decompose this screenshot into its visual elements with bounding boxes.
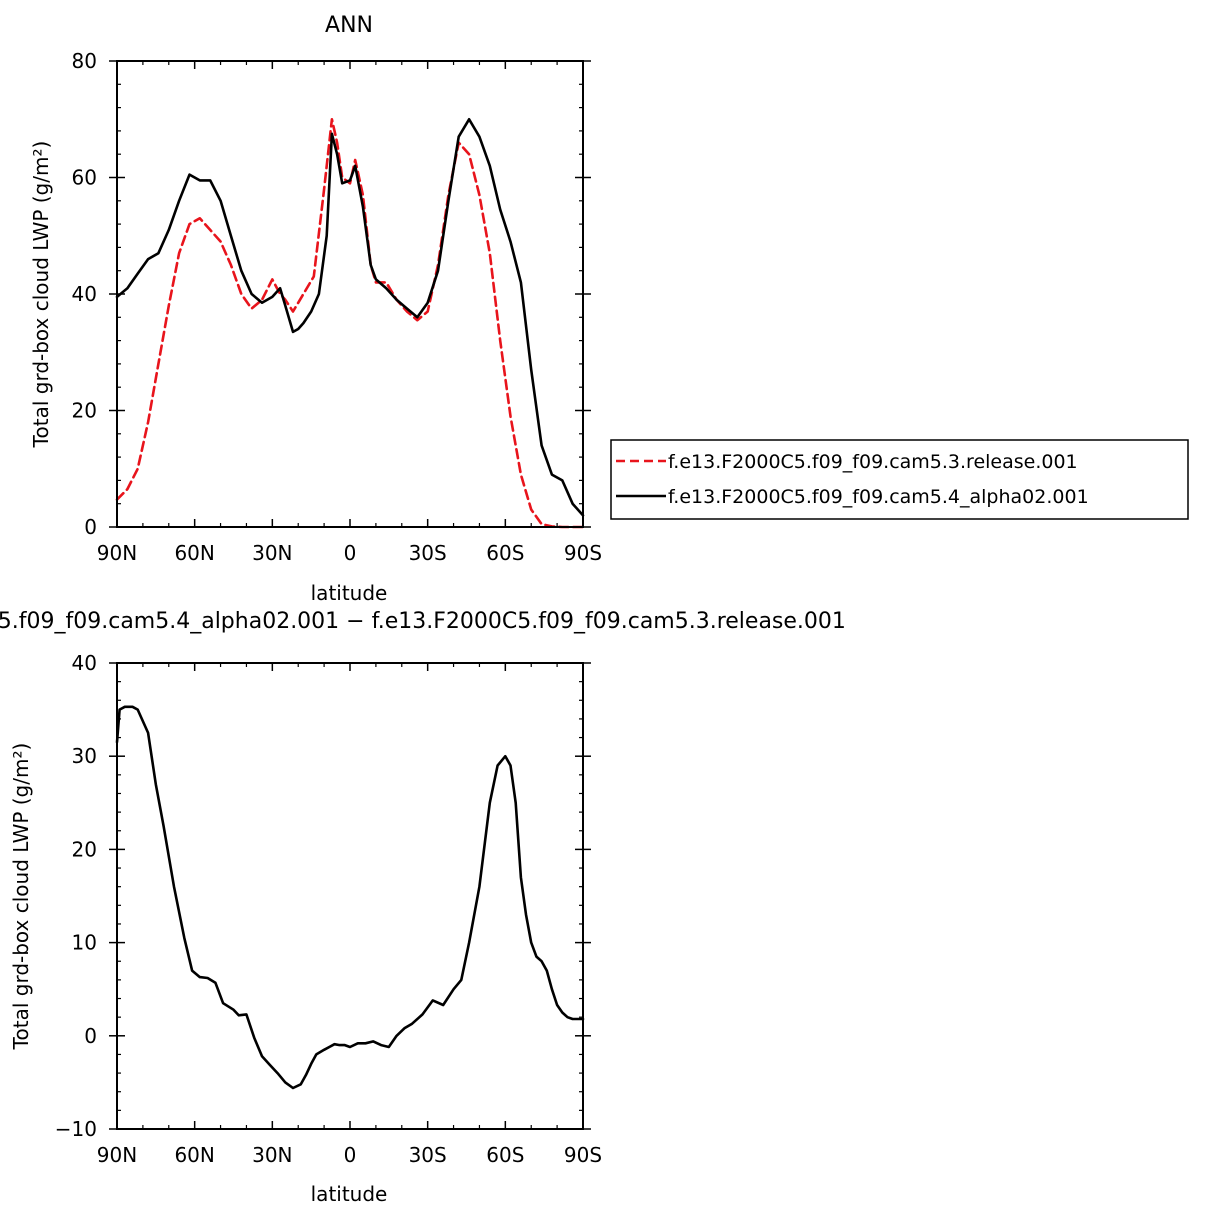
top-y-tick-label: 20 (72, 399, 97, 423)
legend-frame (610, 439, 1189, 520)
legend-label-cam5-4: f.e13.F2000C5.f09_f09.cam5.4_alpha02.001 (668, 486, 1089, 508)
top-chart-title: ANN (325, 13, 373, 38)
top-x-tick-label: 60S (486, 541, 524, 565)
bottom-panel: f.e13.F2000C5.f09_f09.cam5.4_alpha02.001… (0, 609, 846, 1206)
top-y-tick-label: 80 (72, 49, 97, 73)
top-panel: ANN 90N 60N 30N 0 30S 60S 90S 0 20 40 60 80 latitud… (29, 13, 1189, 605)
top-x-tick-label: 30N (252, 541, 292, 565)
legend-label-cam5-3: f.e13.F2000C5.f09_f09.cam5.3.release.001 (668, 451, 1078, 473)
bottom-x-tick-label: 0 (344, 1143, 357, 1167)
bottom-x-tick-label: 60S (486, 1143, 524, 1167)
top-plot-frame (116, 60, 584, 528)
bottom-x-tick-label: 90S (564, 1143, 602, 1167)
bottom-y-axis-label: Total grd-box cloud LWP (g/m²) (9, 743, 33, 1051)
bottom-x-tick-label: 60N (174, 1143, 214, 1167)
bottom-x-tick-label: 30N (252, 1143, 292, 1167)
top-y-tick-label: 0 (84, 515, 97, 539)
top-series-line-0 (115, 118, 585, 529)
top-x-tick-label: 90S (564, 541, 602, 565)
top-x-tick-label: 60N (174, 541, 214, 565)
bottom-series-group (115, 705, 585, 1090)
bottom-chart-title: f.e13.F2000C5.f09_f09.cam5.4_alpha02.001… (0, 609, 846, 634)
bottom-x-tick-label: 90N (97, 1143, 137, 1167)
top-x-tick-label: 30S (409, 541, 447, 565)
bottom-x-tick-label: 30S (409, 1143, 447, 1167)
top-x-axis-label: latitude (311, 581, 388, 605)
top-y-tick-label: 40 (72, 282, 97, 306)
top-series-group (115, 118, 585, 529)
bottom-y-tick-label: 20 (72, 837, 97, 861)
bottom-y-tick-label: 30 (72, 744, 97, 768)
top-x-tick-label: 0 (344, 541, 357, 565)
top-y-tick-label: 60 (72, 166, 97, 190)
bottom-series-line-0 (115, 705, 585, 1090)
bottom-x-axis-label: latitude (311, 1182, 388, 1206)
legend: f.e13.F2000C5.f09_f09.cam5.3.release.001… (610, 439, 1189, 520)
top-y-axis-label: Total grd-box cloud LWP (g/m²) (29, 141, 53, 449)
bottom-axes: 90N 60N 30N 0 30S 60S 90S −10 0 10 20 30 40 (55, 651, 602, 1167)
top-x-tick-label: 90N (97, 541, 137, 565)
bottom-y-tick-label: 0 (84, 1024, 97, 1048)
bottom-plot-frame (116, 662, 584, 1130)
top-axes: 90N 60N 30N 0 30S 60S 90S 0 20 40 60 80 (72, 49, 603, 565)
top-series-line-1 (115, 118, 585, 517)
bottom-y-tick-label: 40 (72, 651, 97, 675)
bottom-y-tick-label: −10 (55, 1117, 97, 1141)
bottom-y-tick-label: 10 (72, 931, 97, 955)
